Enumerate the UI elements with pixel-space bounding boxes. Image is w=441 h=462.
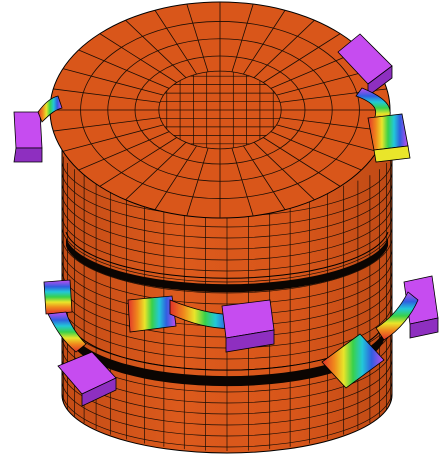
- attachment-left-lower: [43, 279, 117, 407]
- top-spoke-line: [62, 68, 164, 96]
- lower-groove: [70, 330, 384, 387]
- top-spoke-line: [243, 145, 286, 210]
- top-spoke-line: [154, 145, 197, 210]
- top-spoke-line: [231, 3, 254, 72]
- top-spoke-line: [99, 137, 177, 187]
- top-spoke-line: [53, 117, 161, 132]
- top-spoke-line: [154, 10, 197, 75]
- top-spoke-line: [279, 117, 387, 132]
- upper-groove-lip: [65, 231, 389, 279]
- top-spoke-line: [186, 148, 209, 217]
- top-spoke-line: [186, 3, 209, 72]
- top-spoke-line: [243, 10, 286, 75]
- top-spoke-line: [125, 19, 187, 78]
- attachment-right-lower: [321, 275, 439, 389]
- attachment-left-upper: [13, 95, 63, 163]
- top-spoke-line: [62, 124, 164, 152]
- top-spoke-line: [270, 131, 362, 171]
- attachment-top-right: [337, 33, 411, 163]
- top-spoke-line: [53, 88, 161, 103]
- top-spoke-line: [253, 142, 315, 201]
- top-spoke-line: [263, 137, 341, 187]
- attachment-front-middle: [127, 295, 275, 353]
- top-face: [49, 1, 391, 219]
- top-spoke-line: [231, 148, 254, 217]
- top-mesh: [50, 2, 390, 218]
- top-spoke-line: [78, 49, 170, 89]
- top-spoke-line: [263, 33, 341, 83]
- top-spoke-line: [99, 33, 177, 83]
- top-spoke-line: [125, 142, 187, 201]
- upper-groove: [66, 238, 388, 293]
- top-spoke-line: [276, 124, 378, 152]
- top-spoke-line: [78, 131, 170, 171]
- top-spoke-line: [253, 19, 315, 78]
